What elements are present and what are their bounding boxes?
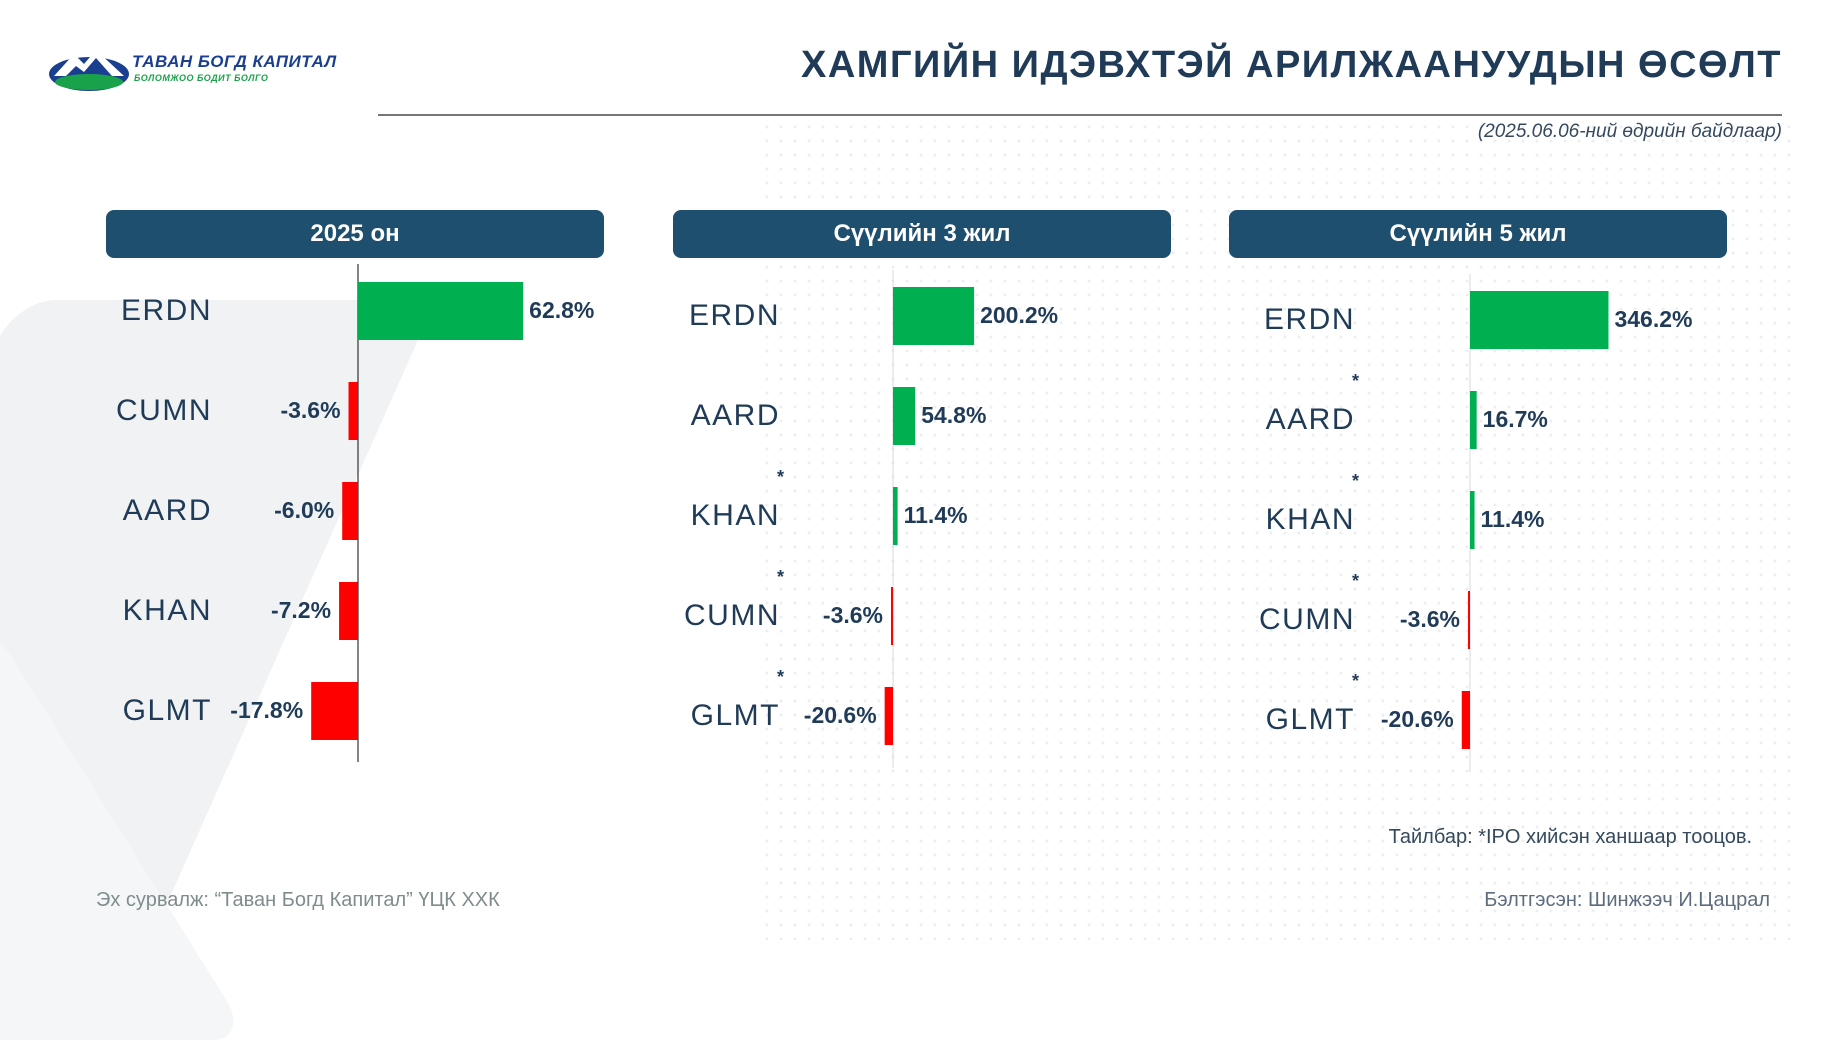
data-label: 346.2%: [1614, 306, 1692, 332]
data-label: -3.6%: [1400, 606, 1460, 632]
category-label: AARD: [1266, 403, 1355, 436]
logo-tagline: БОЛОМЖОО БОДИТ БОЛГО: [134, 73, 269, 83]
panel-header-2025: 2025 он: [106, 210, 604, 258]
data-label: 54.8%: [921, 402, 986, 428]
mountain-logo-icon: [49, 50, 129, 91]
data-label: -3.6%: [823, 602, 883, 628]
ipo-asterisk: *: [1352, 671, 1359, 691]
source-text: Эх сурвалж: “Таван Богд Капитал” ҮЦК ХХК: [96, 889, 500, 911]
bar-erdn: [358, 282, 524, 340]
bar-cumn: [1468, 591, 1470, 649]
logo-name: ТАВАН БОГД КАПИТАЛ: [132, 52, 337, 71]
category-label: AARD: [691, 399, 780, 432]
ipo-asterisk: *: [1352, 571, 1359, 591]
ipo-asterisk: *: [777, 567, 784, 587]
data-label: 11.4%: [904, 502, 968, 528]
panel-header-5-years: Сүүлийн 5 жил: [1229, 210, 1727, 258]
data-label: -3.6%: [280, 397, 340, 423]
category-label: GLMT: [1266, 703, 1355, 736]
category-label: KHAN: [691, 499, 780, 532]
category-label: KHAN: [1266, 503, 1355, 536]
panel-header-3-years: Сүүлийн 3 жил: [673, 210, 1171, 258]
category-label: ERDN: [1264, 303, 1355, 336]
ipo-asterisk: *: [1352, 471, 1359, 491]
category-label: ERDN: [121, 294, 212, 327]
data-label: -6.0%: [274, 497, 334, 523]
ipo-asterisk: *: [777, 667, 784, 687]
bar-erdn: [1470, 291, 1609, 349]
category-label: CUMN: [116, 394, 212, 427]
category-label: AARD: [123, 494, 212, 527]
footnote: Тайлбар: *IPO хийсэн ханшаар тооцов.: [1388, 826, 1752, 848]
bar-khan: [339, 582, 358, 640]
company-logo: ТАВАН БОГД КАПИТАЛ БОЛОМЖОО БОДИТ БОЛГО: [46, 46, 346, 92]
data-label: -7.2%: [271, 597, 331, 623]
bar-aard: [893, 387, 916, 445]
bar-aard: [1470, 391, 1477, 449]
bar-khan: [893, 487, 898, 545]
bar-khan: [1470, 491, 1475, 549]
bar-charts: ERDN 62.8% CUMN -3.6% AARD -6.0% KHAN -7.2% GLMT…: [116, 264, 1692, 772]
data-label: -17.8%: [230, 697, 303, 723]
data-label: 62.8%: [529, 297, 594, 323]
category-label: CUMN: [1259, 603, 1355, 636]
category-label: KHAN: [123, 594, 212, 627]
category-label: ERDN: [689, 299, 780, 332]
bar-erdn: [893, 287, 975, 345]
prepared-by-text: Бэлтгэсэн: Шинжээч И.Цацрал: [1484, 889, 1770, 911]
bar-glmt: [311, 682, 358, 740]
category-label: GLMT: [123, 694, 212, 727]
bar-glmt: [884, 687, 893, 745]
data-label: -20.6%: [1381, 706, 1454, 732]
page-subtitle: (2025.06.06-ний өдрийн байдлаар): [1477, 121, 1782, 142]
ipo-asterisk: *: [1352, 371, 1359, 391]
title-divider: [378, 114, 1782, 116]
bar-cumn: [891, 587, 893, 645]
ipo-asterisk: *: [777, 467, 784, 487]
page-title: ХАМГИЙН ИДЭВХТЭЙ АРИЛЖААНУУДЫН ӨСӨЛТ: [801, 44, 1782, 86]
bar-aard: [342, 482, 358, 540]
category-label: CUMN: [684, 599, 780, 632]
bar-cumn: [348, 382, 358, 440]
data-label: -20.6%: [804, 702, 877, 728]
data-label: 11.4%: [1481, 506, 1545, 532]
data-label: 16.7%: [1483, 406, 1548, 432]
data-label: 200.2%: [980, 302, 1058, 328]
category-label: GLMT: [691, 699, 780, 732]
bar-glmt: [1461, 691, 1470, 749]
